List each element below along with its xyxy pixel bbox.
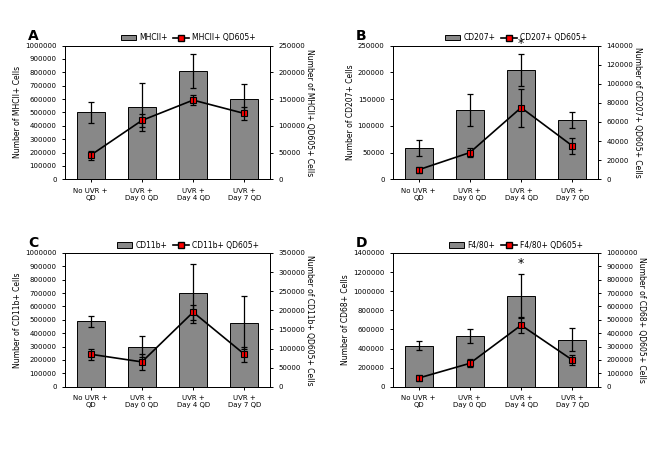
- Y-axis label: Number of CD11b+ Cells: Number of CD11b+ Cells: [14, 272, 22, 368]
- Text: D: D: [356, 236, 368, 250]
- Legend: MHCII+, MHCII+ QD605+: MHCII+, MHCII+ QD605+: [120, 33, 255, 42]
- Text: A: A: [28, 29, 39, 43]
- Legend: F4/80+, F4/80+ QD605+: F4/80+, F4/80+ QD605+: [449, 241, 583, 250]
- Bar: [456, 110, 484, 179]
- Bar: [179, 293, 207, 387]
- Y-axis label: Number of CD207+ QD605+ Cells: Number of CD207+ QD605+ Cells: [632, 47, 642, 178]
- Legend: CD207+, CD207+ QD605+: CD207+, CD207+ QD605+: [445, 33, 587, 42]
- Bar: [456, 336, 484, 387]
- Bar: [404, 148, 433, 179]
- Bar: [128, 347, 156, 387]
- Y-axis label: Number of MHCII+ QD605+ Cells: Number of MHCII+ QD605+ Cells: [305, 49, 314, 176]
- Y-axis label: Number of CD68+ Cells: Number of CD68+ Cells: [341, 274, 350, 365]
- Text: *: *: [518, 36, 525, 50]
- Legend: CD11b+, CD11b+ QD605+: CD11b+, CD11b+ QD605+: [117, 241, 259, 250]
- Text: *: *: [518, 257, 525, 270]
- Bar: [558, 121, 586, 179]
- Bar: [230, 323, 259, 387]
- Text: C: C: [28, 236, 38, 250]
- Bar: [179, 71, 207, 179]
- Y-axis label: Number of CD11b+ QD605+ Cells: Number of CD11b+ QD605+ Cells: [305, 254, 314, 385]
- Y-axis label: Number of CD68+ QD605+ Cells: Number of CD68+ QD605+ Cells: [637, 257, 646, 383]
- Y-axis label: Number of CD207+ Cells: Number of CD207+ Cells: [346, 65, 355, 160]
- Bar: [558, 340, 586, 387]
- Y-axis label: Number of MHCII+ Cells: Number of MHCII+ Cells: [14, 66, 22, 158]
- Bar: [128, 107, 156, 179]
- Bar: [230, 99, 259, 179]
- Bar: [77, 321, 105, 387]
- Text: B: B: [356, 29, 367, 43]
- Bar: [507, 70, 535, 179]
- Bar: [77, 112, 105, 179]
- Bar: [404, 346, 433, 387]
- Bar: [507, 296, 535, 387]
